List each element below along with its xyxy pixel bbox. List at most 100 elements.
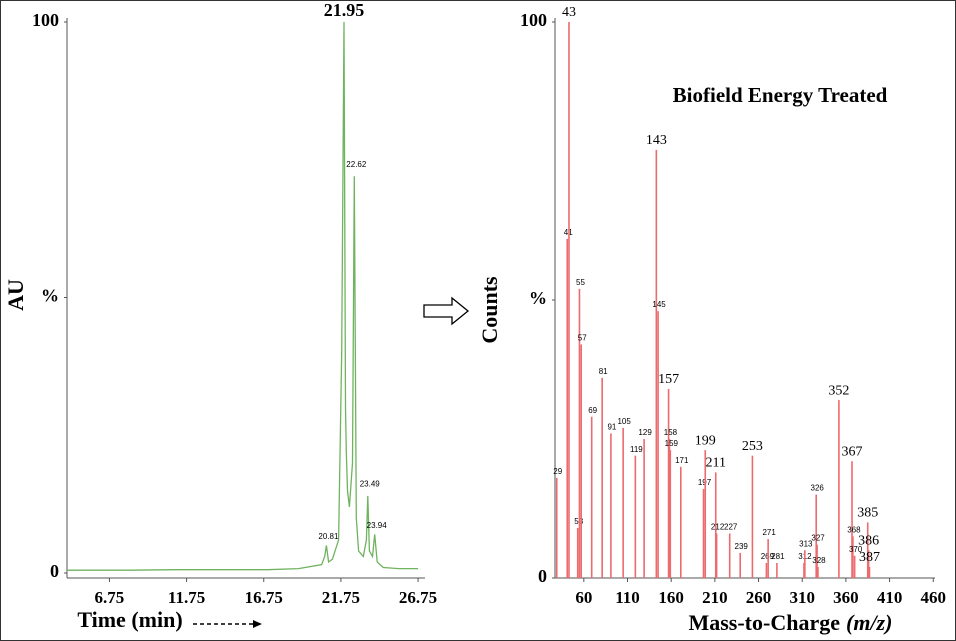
spectrum-bar (714, 472, 717, 578)
spectrum-bar (667, 388, 670, 578)
peak-label: 367 (842, 444, 863, 459)
spectrum-bar (866, 522, 869, 578)
spectrum-bar (816, 544, 818, 578)
peak-label: 129 (638, 428, 652, 437)
peak-label: 55 (576, 278, 585, 287)
spectrum-bar (751, 455, 754, 578)
peak-label: 281 (771, 552, 785, 561)
x-tick-label: 410 (877, 588, 903, 607)
peak-label: 23.94 (367, 521, 388, 530)
peak-label: 368 (847, 525, 861, 534)
x-tick-label: 160 (658, 588, 684, 607)
spectrum-bar (590, 416, 593, 578)
spectrum-bar (566, 238, 569, 578)
peak-label: 57 (578, 334, 587, 343)
peak-label: 23.49 (360, 479, 381, 488)
spectrum-bar (679, 466, 682, 578)
spectrum-bar (580, 344, 583, 578)
x-tick-label: 60 (575, 588, 592, 607)
peak-label: 385 (857, 506, 878, 521)
peak-label: 328 (812, 556, 826, 565)
spectrum-bar (601, 377, 603, 578)
x-tick-label: 26.75 (399, 588, 437, 607)
spectrum-bar (657, 311, 659, 578)
x-tick-label: 360 (833, 588, 859, 607)
peak-label: 227 (724, 523, 738, 532)
x-tick-label: 6.75 (95, 588, 125, 607)
spectrum-bar (838, 400, 840, 578)
spectrum-bar (804, 550, 806, 578)
peak-label: 69 (588, 406, 597, 415)
spectrum-bar (715, 533, 718, 578)
peak-label: 211 (705, 456, 725, 471)
spectrum-bar (668, 439, 671, 578)
y-tick-label: 0 (50, 561, 59, 581)
spectrum-bar (868, 566, 871, 578)
y-tick-label: % (41, 286, 59, 306)
peak-label: 159 (665, 439, 679, 448)
peak-label: 352 (828, 383, 849, 398)
spectrum-bar (622, 427, 624, 578)
spectrum-bar (728, 533, 731, 578)
y-tick-label: 100 (520, 10, 547, 30)
x-tick-label: 110 (615, 588, 640, 607)
arrow-icon (423, 296, 470, 326)
spectrum-bar (634, 455, 637, 578)
peak-label: 22.62 (346, 160, 367, 169)
spectrum-bar (767, 539, 769, 578)
x-arrow (193, 620, 262, 628)
spectrum-bar (817, 566, 819, 578)
peak-label: 386 (858, 533, 879, 548)
peak-label: 157 (658, 372, 679, 387)
spectrum-bar (702, 489, 705, 578)
x-tick-label: 310 (789, 588, 815, 607)
spectrum-bar (815, 494, 817, 578)
peak-label: 21.95 (324, 0, 365, 20)
peak-label: 239 (735, 542, 749, 551)
peak-label: 271 (762, 528, 776, 537)
peak-label: 326 (811, 484, 825, 493)
peak-label: 20.81 (318, 532, 339, 541)
y-axis-title: Counts (477, 276, 502, 344)
spectrum-bar (643, 439, 645, 578)
spectrum-bar (555, 477, 558, 578)
peak-label: 313 (799, 539, 813, 548)
peak-label: 171 (675, 456, 689, 465)
peak-label: 43 (562, 5, 576, 20)
spectrum-bar (655, 149, 658, 578)
spectrum-bar (568, 22, 570, 578)
x-tick-label: 260 (746, 588, 772, 607)
spectrum-bar (803, 562, 805, 578)
x-axis-title: Time (min) (77, 607, 182, 632)
peak-label: 327 (811, 534, 825, 543)
spectrum-bar (776, 562, 778, 578)
peak-label: 158 (664, 428, 678, 437)
x-tick-label: 16.75 (245, 588, 283, 607)
peak-label: 370 (849, 545, 863, 554)
y-tick-label: 0 (538, 566, 547, 586)
peak-label: 29 (553, 467, 562, 476)
spectrum-bar (578, 288, 581, 578)
x-axis-title: Mass-to-Charge (688, 610, 840, 635)
peak-label: 91 (607, 423, 616, 432)
peak-label: 253 (742, 439, 763, 454)
peak-label: 212 (711, 523, 725, 532)
x-tick-label: 460 (921, 588, 947, 607)
chart-title: Biofield Energy Treated (673, 83, 888, 107)
spectrum-bar (704, 450, 707, 578)
y-axis-title: AU (3, 279, 28, 311)
spectrum-bar (739, 552, 741, 578)
y-tick-label: 100 (32, 10, 59, 30)
chromatogram-line (67, 21, 419, 571)
peak-label: 81 (599, 367, 608, 376)
y-tick-label: % (529, 288, 547, 308)
x-tick-label: 210 (702, 588, 728, 607)
x-tick-label: 11.75 (168, 588, 205, 607)
x-tick-label: 21.75 (322, 588, 360, 607)
spectrum-bar (853, 555, 856, 578)
spectrum-bar (669, 450, 672, 578)
peak-label: 387 (859, 550, 880, 565)
spectrum-bar (576, 527, 579, 578)
